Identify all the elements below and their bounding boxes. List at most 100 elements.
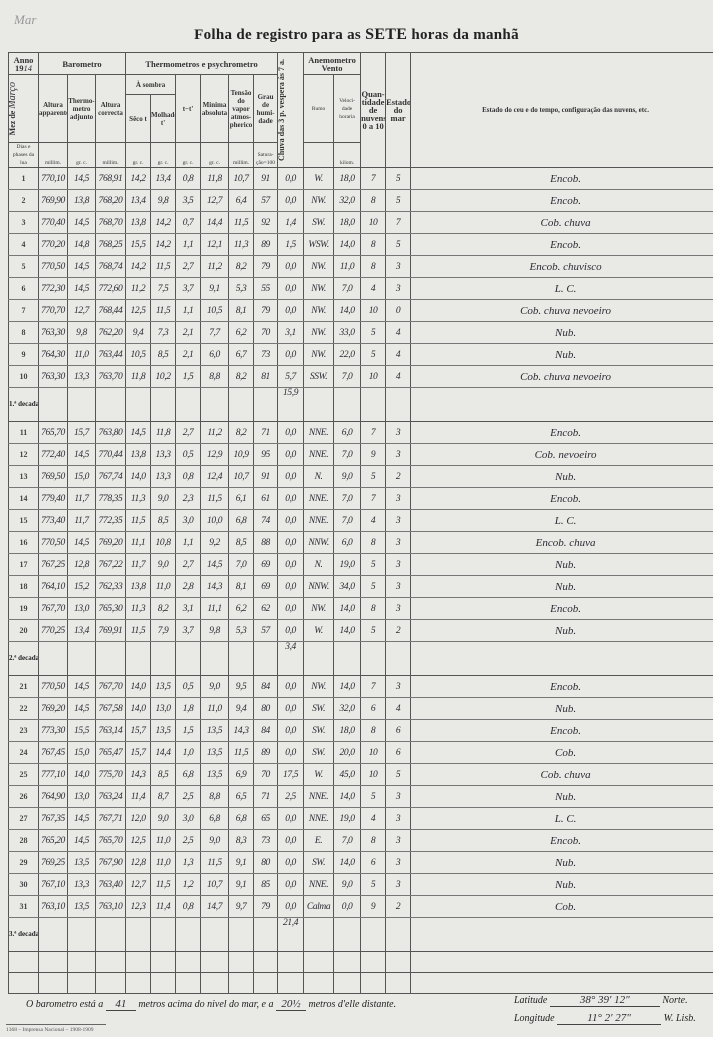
grau-cell: 71 [253,421,279,444]
t-diff-header: t−t' [175,74,202,143]
table-row: 21 770,50 14,5 767,70 14,0 13,5 0,5 9,0 9,5 84 0,0… [8,675,713,698]
empty-cell [94,387,127,422]
estado-ceu-cell: Nub. [410,553,713,576]
rumo-cell: NW. [303,321,335,344]
table-row: 4 770,20 14,8 768,25 15,5 14,2 1,1 12,1 11,3 89 1,… [8,233,713,256]
empty-cell [150,972,177,994]
velocidade-cell: 11,0 [333,255,362,278]
thermometro-adjunto-cell: 12,8 [67,553,96,576]
estado-ceu-cell: Cob. [410,895,713,918]
estado-ceu-cell: Encob. [410,829,713,852]
day-cell: 14 [8,487,39,510]
minima-cell: 9,8 [200,619,230,642]
chuva-cell: 0,0 [277,167,305,190]
estado-ceu-cell: Encob. [410,675,713,698]
molhado-cell: 11,5 [150,255,177,278]
altura-apparente-cell: 770,50 [38,531,68,554]
molhado-cell: 13,5 [150,719,177,742]
molhado-header: Molhado t' [150,94,177,143]
rumo-cell: NNE. [303,785,335,808]
empty-cell [200,917,230,952]
printer-imprint: 1368 – Imprensa Nacional – 1908-1909 [6,1024,106,1033]
empty-cell [38,387,68,422]
tensao-cell: 8,2 [228,255,255,278]
mar-cell: 3 [385,575,412,598]
table-row: 19 767,70 13,0 765,30 11,3 8,2 3,1 11,1 6,2 62 0,0… [8,597,713,620]
empty-cell [410,951,713,973]
tensao-cell: 8,5 [228,531,255,554]
estado-ceu-cell: L. C. [410,277,713,300]
day-cell: 1 [8,167,39,190]
grau-header: Grau de humi-dade [253,74,279,143]
seco-header: Sêco t [125,94,152,143]
thermometro-adjunto-cell: 14,5 [67,255,96,278]
estado-ceu-header: Estado do ceu e do tempo, configuração d… [410,52,713,168]
altura-correcta-cell: 767,90 [94,851,127,874]
empty-cell [150,387,177,422]
altura-correcta-cell: 770,44 [94,443,127,466]
empty-cell [125,387,152,422]
thermometro-adjunto-cell: 13,3 [67,873,96,896]
empty-cell [38,951,68,973]
day-cell: 12 [8,443,39,466]
altura-apparente-cell: 773,40 [38,509,68,532]
rumo-cell: NNW. [303,575,335,598]
seco-cell: 12,0 [125,807,152,830]
chuva-cell: 2,5 [277,785,305,808]
seco-cell: 9,4 [125,321,152,344]
decade-label: 1.ª decada [8,387,39,422]
thermometro-adjunto-cell: 14,5 [67,211,96,234]
table-row: 22 769,20 14,5 767,58 14,0 13,0 1,8 11,0 9,4 80 0,… [8,697,713,720]
grau-cell: 88 [253,531,279,554]
altura-correcta-cell: 763,40 [94,873,127,896]
chuva-cell: 0,0 [277,597,305,620]
grau-cell: 74 [253,509,279,532]
rumo-cell: W. [303,619,335,642]
t-diff-cell: 0,8 [175,465,202,488]
velocidade-cell: 18,0 [333,719,362,742]
tensao-cell: 9,4 [228,697,255,720]
nuvens-cell: 7 [360,675,387,698]
grau-cell: 69 [253,553,279,576]
mar-cell: 4 [385,365,412,388]
thermometro-adjunto-cell: 15,5 [67,719,96,742]
altura-correcta-cell: 763,14 [94,719,127,742]
nuvens-cell: 7 [360,487,387,510]
anemometro-header: Anemometro Vento [303,52,362,75]
rumo-cell: NW. [303,299,335,322]
altura-apparente-cell: 764,90 [38,785,68,808]
altura-apparente-cell: 767,70 [38,597,68,620]
rumo-cell: NW. [303,675,335,698]
altura-correcta-cell: 765,30 [94,597,127,620]
tensao-cell: 6,8 [228,807,255,830]
altura-correcta-cell: 763,10 [94,895,127,918]
empty-cell [150,641,177,676]
empty-cell [200,387,230,422]
altura-apparente-cell: 767,10 [38,873,68,896]
empty-cell [303,387,335,422]
empty-cell [38,917,68,952]
dias-header: Dias e phases da lua [8,142,39,168]
unit-saturacao: Satura-ção=100 [253,142,279,168]
seco-cell: 12,3 [125,895,152,918]
seco-cell: 15,5 [125,233,152,256]
altura-apparente-cell: 770,20 [38,233,68,256]
day-cell: 25 [8,763,39,786]
t-diff-cell: 1,5 [175,365,202,388]
velocidade-cell: 14,0 [333,675,362,698]
thermometro-adjunto-cell: 14,5 [67,675,96,698]
thermometro-adjunto-cell: 15,0 [67,465,96,488]
unit-grc: gr. c. [175,142,202,168]
table-row: 24 767,45 15,0 765,47 15,7 14,4 1,0 13,5 11,5 89 0… [8,741,713,764]
seco-cell: 11,1 [125,531,152,554]
grau-cell: 69 [253,575,279,598]
estado-ceu-cell: Encob. [410,189,713,212]
molhado-cell: 14,4 [150,741,177,764]
molhado-cell: 13,5 [150,675,177,698]
day-cell: 31 [8,895,39,918]
a-sombra-header: À sombra [125,74,177,95]
thermometro-adjunto-cell: 14,5 [67,829,96,852]
rumo-cell: NW. [303,277,335,300]
altura-correcta-cell: 768,70 [94,211,127,234]
estado-ceu-cell: Nub. [410,575,713,598]
